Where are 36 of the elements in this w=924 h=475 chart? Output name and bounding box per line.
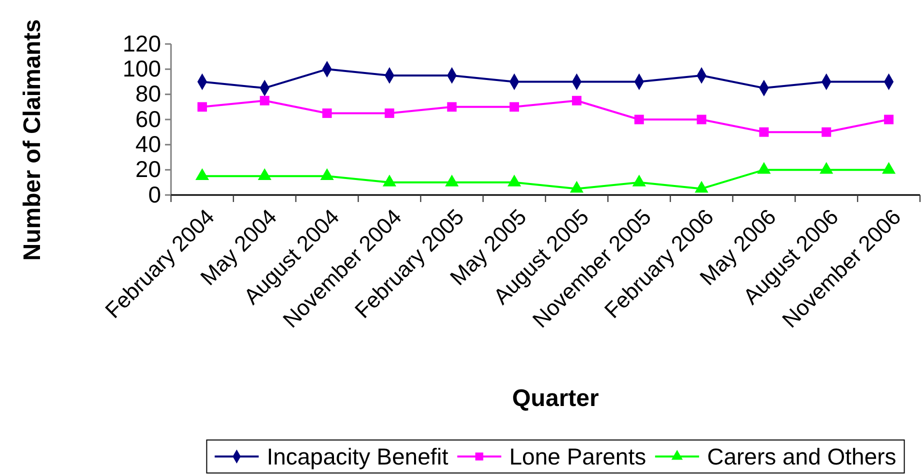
point [384,108,394,118]
point [260,96,270,106]
point [447,102,457,112]
x-axis-title: Quarter [512,385,599,412]
legend-label: Carers and Others [707,444,896,470]
y-tick-label: 80 [135,80,161,107]
point [572,96,582,106]
y-tick-label: 60 [135,106,161,132]
point [570,180,584,193]
point [820,162,834,174]
point [322,108,332,118]
point [197,102,207,112]
point [632,174,646,186]
point [694,180,708,193]
point [822,127,832,137]
y-tick-label: 120 [122,30,161,56]
point [445,174,459,186]
point [757,162,771,174]
legend-label: Incapacity Benefit [266,444,449,470]
y-axis-title: Number of Claimants [19,19,46,261]
y-tick-label: 20 [135,156,161,182]
point [382,174,396,186]
point [884,114,894,124]
legend-label: Lone Parents [509,444,646,470]
y-tick-label: 0 [148,181,161,208]
y-tick-label: 100 [122,56,161,82]
point [882,162,896,174]
point [696,114,706,124]
point [258,168,272,180]
point [634,114,644,124]
y-tick-label: 40 [135,131,161,158]
point [510,102,520,112]
point [759,127,769,137]
point [507,174,522,186]
point [195,168,210,180]
point [320,168,334,180]
